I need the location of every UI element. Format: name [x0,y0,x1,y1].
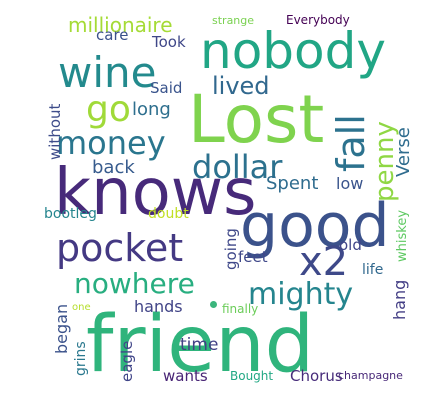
word-grins: grins [73,341,89,376]
word-x2: x2 [299,239,349,285]
word-wants: wants [163,367,208,385]
word-without: without [46,103,64,160]
word-millionaire: millionaire [68,13,173,37]
word-hands: hands [134,297,183,316]
word-money: money [56,124,166,162]
word-whiskey: whiskey [395,209,410,262]
word-knows: knows [54,156,257,230]
word-mighty: mighty [248,277,354,312]
word-hang: hang [390,279,409,320]
word-long: long [132,99,171,120]
word-doubt: doubt [148,206,189,222]
word-nowhere: nowhere [74,267,195,300]
word-began: began [52,303,71,354]
word-bootleg: bootleg [44,206,97,222]
dot-mark [210,301,217,308]
word-lost: Lost [188,81,325,158]
word-cloud-canvas: friend knows Lost good nobody pocket win… [40,10,418,388]
word-pocket: pocket [56,226,184,270]
word-champagne: champagne [338,369,403,382]
word-bought: Bought [230,369,274,383]
word-strange: strange [212,14,255,27]
word-spent: Spent [266,173,319,194]
word-fall: fall [329,114,373,172]
word-life: life [362,262,384,278]
word-said: Said [150,79,183,97]
word-lived: lived [212,72,270,100]
word-wine: wine [58,48,157,97]
word-one: one [72,302,91,313]
word-took: Took [152,33,186,51]
word-verse: Verse [393,127,414,177]
word-care: care [96,26,129,44]
word-old: old [339,236,362,254]
word-go: go [86,89,131,130]
word-feet: feet [238,248,268,266]
word-back: back [92,157,135,178]
word-everybody: Everybody [286,13,350,27]
word-low: low [336,174,364,193]
word-time: time [180,335,219,355]
word-going: going [222,228,240,270]
word-nobody: nobody [200,22,386,80]
word-eagle: eagle [118,340,136,382]
word-chorus: Chorus [290,367,343,385]
word-finally: finally [222,302,259,316]
word-dollar: dollar [192,148,283,186]
word-friend: friend [86,300,315,388]
word-good: good [240,191,390,261]
